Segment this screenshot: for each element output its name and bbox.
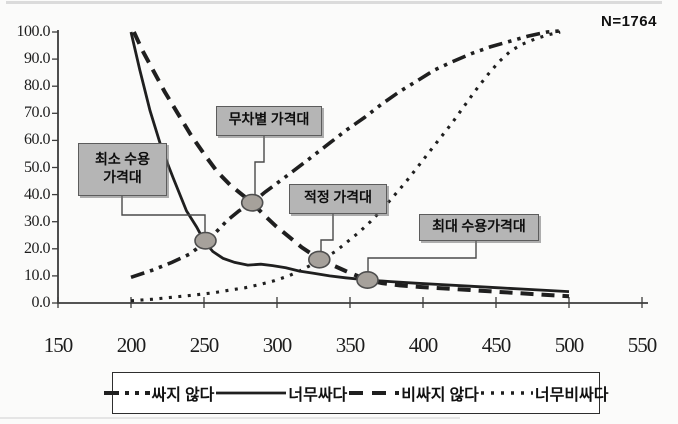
scan-artifact-top [6,1,662,4]
x-axis-label: 250 [189,333,220,357]
legend-item: 비싸지 않다 [348,381,480,405]
scan-artifact-bottom [0,417,460,419]
y-axis-label: 60.0 [24,131,51,149]
callout-connector [121,196,206,233]
x-axis-label: 550 [627,333,658,357]
legend-label: 너무비싸다 [534,387,609,404]
y-axis-label: 40.0 [24,185,51,203]
dash-dot-dot-line-icon [103,391,150,395]
x-axis-label: 300 [262,333,293,357]
x-axis-label: 500 [554,333,585,357]
y-axis-label: 100.0 [16,23,51,40]
callout-indifference-price: 무차별 가격대 [216,106,322,136]
series-line-2 [132,31,570,299]
dashed-line-icon [349,391,400,395]
price-point-marker [194,231,217,250]
legend-item: 너무비싸다 [480,381,610,405]
series-line-3 [130,30,561,303]
callout-connector [254,136,265,195]
x-axis-label: 200 [116,333,147,357]
y-axis-label: 70.0 [24,104,51,122]
callout-connector [367,241,477,272]
price-point-marker [356,270,379,289]
y-axis-label: 50.0 [24,158,51,176]
price-point-marker [240,193,264,212]
callout-connector [320,214,334,252]
callout-optimal-price: 적정 가격대 [289,184,387,214]
legend-label: 싸지 않다 [151,387,215,404]
legend-item: 싸지 않다 [103,381,216,405]
callout-min-acceptable-price: 최소 수용 가격대 [78,143,167,196]
y-axis-label: 10.0 [24,266,51,284]
y-axis-label: 30.0 [24,212,51,230]
x-axis-label: 150 [43,333,74,357]
x-axis-label: 450 [481,333,512,357]
x-axis-label: 400 [408,333,439,357]
series-line-1 [129,31,570,293]
legend-label: 너무싸다 [288,387,348,404]
y-axis-label: 20.0 [24,239,51,257]
y-axis-label: 0.0 [31,294,51,311]
sample-size-label: N=1764 [601,13,657,30]
callout-max-acceptable-price: 최대 수용가격대 [419,214,539,241]
chart-legend: 싸지 않다 너무싸다 비싸지 않다 너무비싸다 [103,372,609,414]
price-point-marker [307,250,331,269]
y-axis-label: 90.0 [24,50,51,68]
solid-line-icon [216,391,287,395]
x-axis-label: 350 [335,333,366,357]
legend-item: 너무싸다 [215,381,348,405]
dotted-line-icon [480,391,533,395]
legend-label: 비싸지 않다 [401,387,479,404]
y-axis-label: 80.0 [24,77,51,95]
